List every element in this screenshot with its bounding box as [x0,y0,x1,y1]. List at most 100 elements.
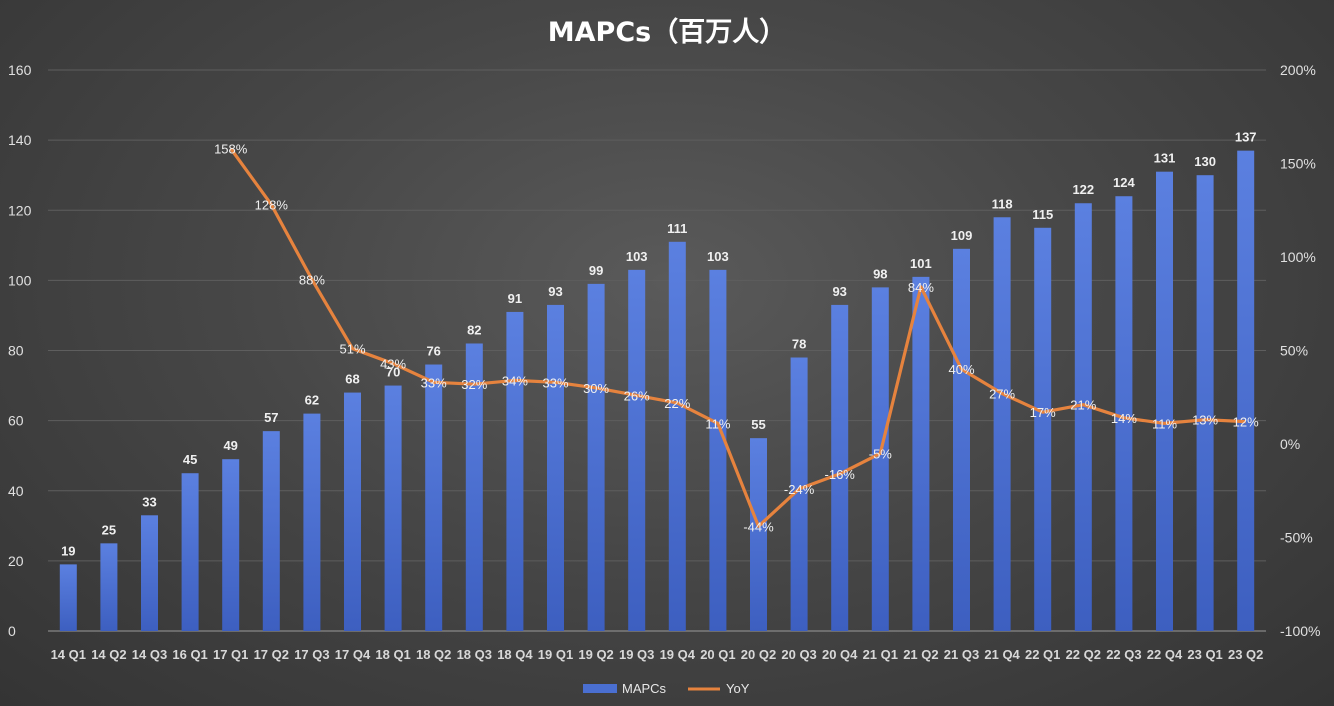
bar-value-label: 76 [426,344,440,359]
left-axis-tick: 140 [8,132,32,148]
bar-value-label: 103 [626,249,648,264]
bar-mapcs [547,304,564,631]
x-axis-label: 18 Q1 [375,647,410,662]
line-value-label: 32% [461,377,487,392]
bar-mapcs [709,269,727,631]
bar-mapcs [1115,196,1133,631]
bar-mapcs [912,276,930,631]
line-value-label: -44% [743,519,774,534]
x-axis-label: 22 Q2 [1066,647,1101,662]
x-axis-label: 20 Q4 [822,647,858,662]
x-axis-label: 17 Q2 [254,647,289,662]
x-axis-label: 17 Q3 [294,647,329,662]
legend-swatch-mapcs [583,684,617,693]
bar-value-label: 78 [792,337,806,352]
right-axis-tick: 200% [1280,62,1316,78]
x-axis-label: 17 Q4 [335,647,371,662]
bar-value-label: 25 [102,522,116,537]
x-axis-label: 18 Q3 [457,647,492,662]
bar-value-label: 93 [548,284,562,299]
bar-value-label: 118 [992,196,1013,211]
bar-mapcs [953,248,970,631]
bar-value-label: 137 [1235,130,1257,145]
x-axis-label: 16 Q1 [172,647,207,662]
bar-mapcs [303,413,321,631]
bar-value-label: 68 [345,372,359,387]
x-axis-label: 19 Q1 [538,647,573,662]
bar-value-label: 93 [832,284,846,299]
x-axis-label: 21 Q4 [984,647,1020,662]
bar-value-label: 82 [467,322,481,337]
bar-mapcs [141,515,158,631]
x-axis-label: 17 Q1 [213,647,248,662]
bar-mapcs [344,392,361,631]
bar-value-label: 101 [910,256,932,271]
bar-mapcs [262,431,280,631]
x-axis-label: 14 Q1 [51,647,86,662]
left-axis-tick: 160 [8,62,32,78]
bar-mapcs [465,343,483,631]
x-axis-label: 20 Q1 [700,647,735,662]
bar-value-label: 115 [1032,207,1053,222]
line-value-label: 22% [664,396,690,411]
left-axis-tick: 0 [8,623,16,639]
line-value-label: 12% [1233,415,1259,430]
right-axis-tick: 0% [1280,436,1300,452]
line-value-label: -16% [825,467,856,482]
left-axis-tick: 20 [8,553,24,569]
bar-mapcs [59,564,77,631]
bar-value-label: 62 [305,393,319,408]
right-axis-tick: -100% [1280,623,1320,639]
bar-mapcs [831,304,849,631]
bar-mapcs [222,459,240,631]
bar-value-label: 98 [873,266,887,281]
bar-mapcs [668,241,686,631]
x-axis-label: 19 Q4 [660,647,696,662]
x-axis-label: 20 Q2 [741,647,776,662]
line-value-label: 11% [705,416,730,431]
x-axis-label: 22 Q1 [1025,647,1060,662]
bar-value-label: 49 [223,438,237,453]
line-value-label: 33% [542,375,568,390]
line-value-label: 30% [583,381,609,396]
left-axis-tick: 100 [8,272,32,288]
bar-mapcs [1156,171,1173,631]
x-axis-label: 18 Q4 [497,647,533,662]
x-axis-label: 18 Q2 [416,647,451,662]
bar-value-label: 103 [707,249,729,264]
left-axis-tick: 60 [8,413,24,429]
line-value-label: 34% [502,373,528,388]
bar-mapcs [384,385,402,631]
x-axis-label: 20 Q3 [781,647,816,662]
bar-mapcs [1237,150,1255,632]
x-axis-label: 21 Q2 [903,647,938,662]
bar-value-label: 99 [589,263,603,278]
bar-value-label: 19 [61,543,75,558]
line-value-label: 43% [380,357,406,372]
line-value-label: 88% [299,272,325,287]
x-axis-label: 21 Q3 [944,647,979,662]
bar-mapcs [871,287,889,631]
bar-value-label: 91 [508,291,522,306]
legend-label-yoy: YoY [726,681,750,696]
line-yoy [229,147,1246,528]
bar-value-label: 124 [1113,175,1135,190]
bar-mapcs [1034,227,1052,631]
bar-value-label: 122 [1072,182,1094,197]
bar-value-label: 57 [264,410,278,425]
bar-value-label: 111 [667,221,687,236]
legend-label-mapcs: MAPCs [622,681,667,696]
bar-value-label: 55 [751,417,765,432]
left-axis-tick: 80 [8,343,24,359]
line-value-label: 13% [1192,413,1218,428]
line-value-label: 14% [1111,411,1137,426]
x-axis-label: 23 Q1 [1187,647,1222,662]
x-axis-label: 22 Q4 [1147,647,1183,662]
line-value-label: 21% [1070,398,1096,413]
right-axis-tick: 50% [1280,343,1308,359]
x-axis-label: 19 Q3 [619,647,654,662]
bar-mapcs [100,543,118,631]
bar-mapcs [181,473,199,631]
line-value-label: -5% [869,446,893,461]
